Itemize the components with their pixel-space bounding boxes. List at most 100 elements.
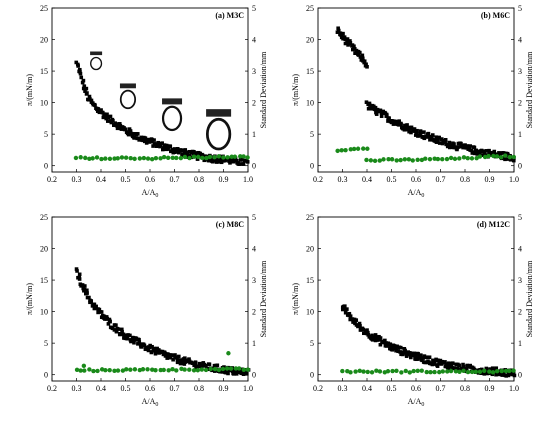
data-point xyxy=(143,136,148,140)
data-point xyxy=(94,304,98,309)
needle-tip xyxy=(90,51,103,56)
x-tick-label: 0.8 xyxy=(460,175,470,184)
y2-tick-label: 0 xyxy=(518,162,522,171)
data-point xyxy=(357,368,362,373)
data-point xyxy=(452,142,456,146)
data-point xyxy=(238,154,243,159)
data-point xyxy=(178,155,184,161)
data-point xyxy=(150,344,154,349)
data-point xyxy=(152,346,156,351)
data-point xyxy=(115,368,121,373)
x-tick-label: 0.4 xyxy=(96,175,106,184)
data-point xyxy=(131,336,136,340)
x-tick-label: 0.9 xyxy=(485,175,495,184)
data-point xyxy=(77,67,82,72)
data-point xyxy=(345,37,350,41)
data-point xyxy=(343,41,348,46)
data-point xyxy=(417,134,422,138)
y2-tick-label: 3 xyxy=(518,276,522,285)
x-tick-label: 0.5 xyxy=(121,175,131,184)
series-standard_deviation_lower xyxy=(364,153,516,164)
data-point xyxy=(171,357,175,362)
data-point xyxy=(238,368,243,373)
data-point xyxy=(390,347,395,352)
data-point xyxy=(412,351,417,356)
data-point xyxy=(432,156,437,161)
droplet-image xyxy=(205,109,232,151)
data-point xyxy=(413,133,418,137)
data-point xyxy=(336,26,340,31)
data-point xyxy=(187,153,192,158)
data-point xyxy=(461,155,467,160)
x-tick-label: 0.9 xyxy=(219,175,229,184)
data-point xyxy=(438,358,443,363)
data-point xyxy=(214,160,219,164)
x-tick-label: 0.6 xyxy=(145,175,155,184)
data-point xyxy=(399,122,403,127)
data-point xyxy=(361,146,366,151)
data-point xyxy=(373,105,378,110)
data-point xyxy=(443,140,447,144)
data-point xyxy=(129,339,133,344)
data-point xyxy=(87,156,92,162)
data-point xyxy=(83,155,88,161)
data-point xyxy=(79,75,84,80)
data-point xyxy=(348,317,353,322)
data-point xyxy=(379,114,384,118)
y-tick-label: 20 xyxy=(306,36,314,45)
data-point xyxy=(99,108,103,112)
data-point xyxy=(465,369,471,375)
x-tick-label: 0.8 xyxy=(194,384,204,393)
x-tick-label: 0.3 xyxy=(338,175,348,184)
data-point xyxy=(459,141,463,146)
data-point xyxy=(402,127,407,132)
data-point xyxy=(104,116,108,121)
data-point xyxy=(87,295,91,300)
data-point xyxy=(479,367,484,372)
data-point xyxy=(411,353,416,358)
data-point xyxy=(444,156,450,162)
data-point xyxy=(114,323,118,327)
y2-tick-label: 1 xyxy=(518,130,522,139)
data-point xyxy=(149,156,155,162)
data-point xyxy=(507,368,512,374)
data-point xyxy=(219,160,224,165)
data-point xyxy=(498,155,504,160)
data-point xyxy=(372,158,378,164)
data-point xyxy=(455,366,460,371)
y-tick-label: 5 xyxy=(44,130,48,139)
data-point xyxy=(409,125,414,130)
data-point xyxy=(245,155,250,160)
data-point xyxy=(182,367,187,372)
data-point xyxy=(115,123,119,127)
data-point xyxy=(80,80,85,85)
data-point xyxy=(477,369,483,374)
data-point xyxy=(182,362,187,366)
data-point xyxy=(448,155,454,161)
data-point xyxy=(175,360,180,365)
data-point xyxy=(163,354,168,358)
data-point xyxy=(415,128,419,133)
data-point xyxy=(158,143,163,148)
data-point xyxy=(136,342,140,346)
data-point xyxy=(419,353,423,357)
x-tick-label: 0.7 xyxy=(436,175,446,184)
data-point xyxy=(140,367,146,372)
data-point xyxy=(236,366,242,371)
data-point xyxy=(501,151,506,155)
data-point xyxy=(378,342,383,347)
y-tick-label: 25 xyxy=(306,213,314,222)
data-point xyxy=(216,160,221,164)
data-point xyxy=(403,348,407,353)
x-tick-label: 0.5 xyxy=(387,175,397,184)
data-point xyxy=(85,291,89,295)
data-point xyxy=(354,318,359,322)
data-point xyxy=(187,357,191,361)
data-point xyxy=(399,370,404,375)
data-point xyxy=(115,156,120,161)
data-point xyxy=(475,149,479,154)
x-tick-label: 0.5 xyxy=(121,384,131,393)
data-point xyxy=(378,108,383,113)
data-point xyxy=(447,141,452,145)
data-point xyxy=(461,368,466,373)
